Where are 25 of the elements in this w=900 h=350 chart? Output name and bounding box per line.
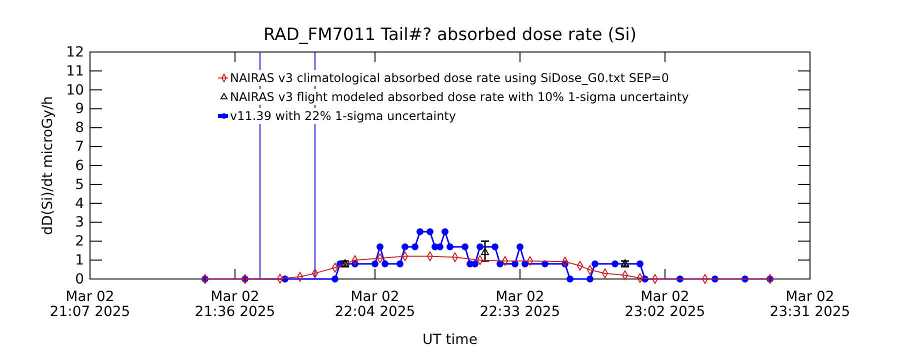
x-tick-label: Mar 02 23:31 2025 (770, 289, 850, 320)
x-tick-label: Mar 02 21:07 2025 (50, 289, 130, 320)
x-tick-label: Mar 02 21:36 2025 (194, 289, 276, 320)
y-tick-label: 12 (66, 44, 84, 60)
x-tick-label: Mar 02 23:02 2025 (624, 289, 706, 320)
x-axis-title: UT time (422, 332, 478, 348)
y-tick-label: 7 (75, 139, 84, 156)
y-tick-label: 6 (75, 158, 84, 174)
y-tick-label: 11 (66, 63, 84, 80)
y-tick-label: 9 (75, 101, 84, 118)
x-tick-label: Mar 02 22:33 2025 (480, 289, 560, 320)
legend-label: NAIRAS v3 climatological absorbed dose rate using SiDose_G0.txt SEP=0 (230, 71, 669, 85)
y-tick-label: 1 (75, 252, 84, 269)
y-tick-label: 0 (75, 271, 84, 288)
y-tick-label: 5 (75, 176, 84, 193)
y-tick-label: 3 (75, 214, 84, 231)
y-tick-label: 8 (75, 120, 84, 136)
x-tick-label: Mar 02 22:04 2025 (334, 289, 416, 320)
legend-label: NAIRAS v3 flight modeled absorbed dose rate with 10% 1-sigma uncertainty (230, 90, 689, 104)
legend-label: v11.39 with 22% 1-sigma uncertainty (230, 109, 456, 123)
y-tick-label: 2 (75, 234, 84, 250)
y-tick-label: 4 (75, 196, 84, 212)
chart-title: RAD_FM7011 Tail#? absorbed dose rate (Si) (263, 25, 637, 45)
y-axis-title: dD(Si)/dt microGy/h (40, 96, 56, 235)
y-tick-label: 10 (66, 82, 84, 98)
